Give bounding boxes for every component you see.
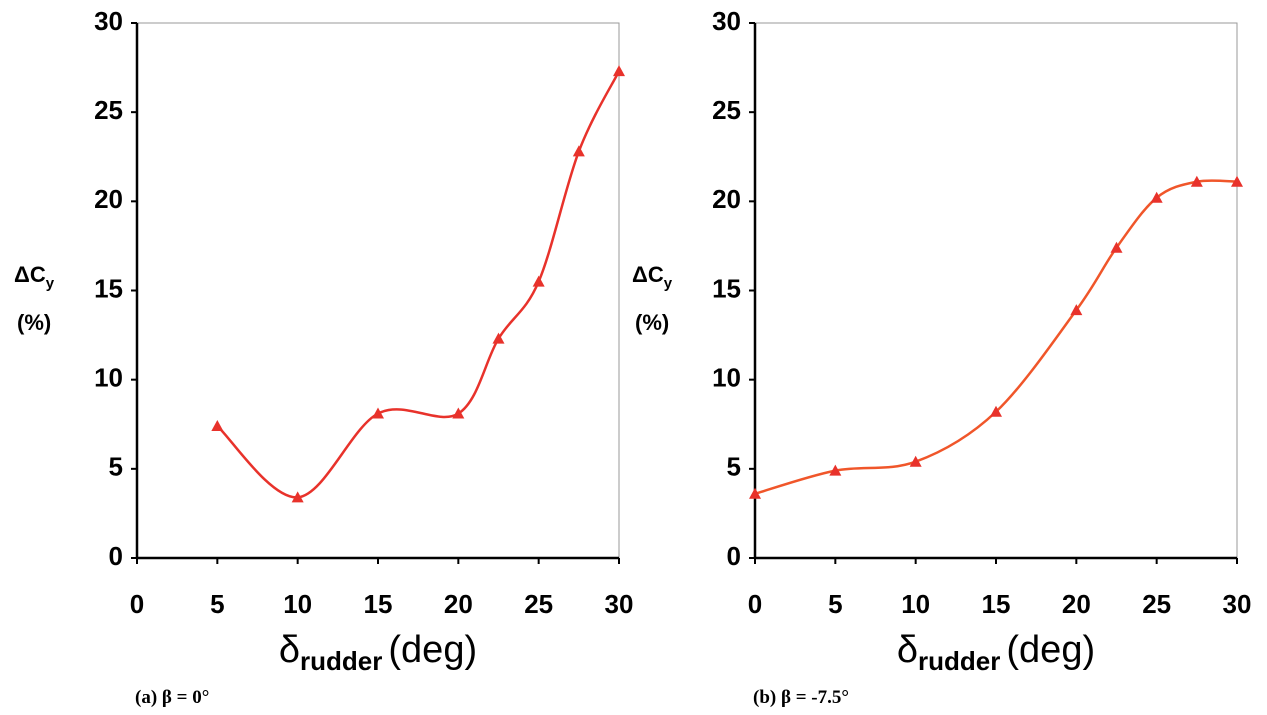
y-tick-label: 0 xyxy=(727,541,741,571)
point-marker xyxy=(1231,175,1243,187)
y-label-symbol: ΔC xyxy=(14,262,46,287)
y-tick-label: 30 xyxy=(94,6,123,36)
x-tick-label: 5 xyxy=(210,589,224,619)
x-tick-label: 0 xyxy=(748,589,762,619)
point-marker xyxy=(749,487,761,499)
plot-frame xyxy=(754,22,1238,559)
y-tick-label: 25 xyxy=(94,95,123,125)
y-tick-label: 15 xyxy=(94,273,123,303)
y-tick-label: 5 xyxy=(109,452,123,482)
point-marker xyxy=(1150,191,1163,203)
panel: 0 5 10 15 20 25 30 0 5 10 15 20 25 30 δrudder (deg) ΔCy (… xyxy=(14,6,633,708)
point-marker xyxy=(291,491,304,503)
point-marker xyxy=(1070,304,1083,316)
x-tick-label: 15 xyxy=(982,589,1011,619)
point-marker xyxy=(1190,175,1203,187)
x-label-unit: (deg) xyxy=(1006,629,1095,671)
series-line xyxy=(754,179,1238,496)
y-label-symbol: ΔC xyxy=(632,262,664,287)
point-marker xyxy=(613,65,625,77)
y-tick-label: 5 xyxy=(727,452,741,482)
x-axis-label: δrudder (deg) xyxy=(897,629,1095,676)
y-axis-label: ΔCy xyxy=(14,262,55,292)
y-tick-label: 20 xyxy=(94,184,123,214)
panel: 0 5 10 15 20 25 30 0 5 10 15 20 25 30 δrudder (deg) ΔCy (… xyxy=(632,6,1251,708)
x-tick-label: 20 xyxy=(1062,589,1091,619)
x-tick-label: 10 xyxy=(901,589,930,619)
y-tick-label: 15 xyxy=(712,273,741,303)
plot-frame xyxy=(136,22,620,559)
x-tick-label: 15 xyxy=(364,589,393,619)
y-tick-label: 30 xyxy=(712,6,741,36)
x-tick-label: 10 xyxy=(283,589,312,619)
x-label-symbol: δ xyxy=(897,629,918,671)
y-axis-label-unit: (%) xyxy=(17,310,51,335)
y-label-sub: y xyxy=(664,275,673,292)
x-tick-label: 30 xyxy=(605,589,634,619)
y-label-sub: y xyxy=(46,275,55,292)
x-tick-label: 0 xyxy=(130,589,144,619)
caption: (a) β = 0° xyxy=(135,687,209,708)
x-label-symbol: δ xyxy=(279,629,300,671)
x-axis-label: δrudder (deg) xyxy=(279,629,477,676)
y-axis-label-unit: (%) xyxy=(635,310,669,335)
x-tick-label: 5 xyxy=(828,589,842,619)
y-tick-label: 10 xyxy=(712,363,741,393)
series-line xyxy=(216,70,621,499)
y-tick-label: 10 xyxy=(94,363,123,393)
x-label-sub: rudder xyxy=(300,646,382,676)
y-axis-label: ΔCy xyxy=(632,262,673,292)
y-tick-label: 20 xyxy=(712,184,741,214)
point-marker xyxy=(372,407,384,419)
x-tick-label: 25 xyxy=(524,589,553,619)
y-tick-label: 0 xyxy=(109,541,123,571)
point-marker xyxy=(990,405,1002,417)
x-tick-label: 30 xyxy=(1223,589,1252,619)
y-tick-label: 25 xyxy=(712,95,741,125)
point-marker xyxy=(909,455,922,467)
point-marker xyxy=(492,332,505,344)
point-marker xyxy=(829,464,842,476)
x-tick-label: 25 xyxy=(1142,589,1171,619)
point-marker xyxy=(1110,241,1123,253)
x-label-sub: rudder xyxy=(918,646,1000,676)
x-label-unit: (deg) xyxy=(388,629,477,671)
x-tick-label: 20 xyxy=(444,589,473,619)
point-marker xyxy=(452,407,465,419)
point-marker xyxy=(211,420,224,432)
point-marker xyxy=(572,145,585,157)
caption: (b) β = -7.5° xyxy=(753,687,849,708)
point-marker xyxy=(532,275,545,287)
